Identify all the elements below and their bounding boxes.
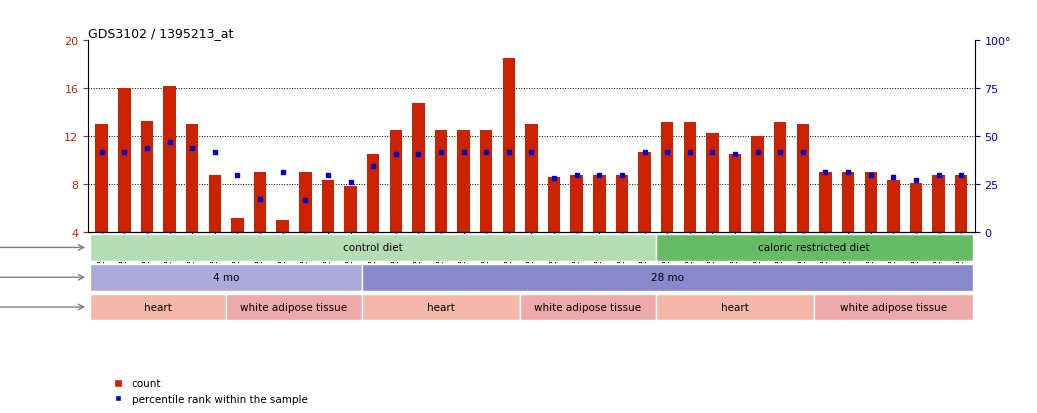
- Bar: [774, 123, 786, 233]
- Bar: [548, 178, 560, 233]
- Bar: [164, 87, 176, 233]
- Bar: [208, 176, 221, 233]
- Bar: [226, 294, 362, 320]
- Bar: [141, 121, 153, 233]
- Bar: [367, 155, 380, 233]
- Bar: [90, 294, 226, 320]
- Bar: [729, 155, 741, 233]
- Bar: [344, 186, 357, 233]
- Bar: [457, 131, 470, 233]
- Text: 4 mo: 4 mo: [213, 273, 240, 282]
- Text: control diet: control diet: [343, 243, 403, 253]
- Bar: [526, 125, 537, 233]
- Bar: [683, 123, 696, 233]
- Bar: [932, 176, 945, 233]
- Bar: [814, 294, 973, 320]
- Bar: [521, 294, 655, 320]
- Bar: [909, 184, 922, 233]
- Text: heart: heart: [721, 302, 749, 312]
- Bar: [254, 173, 267, 233]
- Legend: count, percentile rank within the sample: count, percentile rank within the sample: [104, 374, 312, 408]
- Bar: [299, 173, 311, 233]
- Bar: [752, 137, 764, 233]
- Bar: [655, 294, 814, 320]
- Bar: [412, 104, 424, 233]
- Bar: [842, 173, 854, 233]
- Text: 28 mo: 28 mo: [650, 273, 683, 282]
- Bar: [639, 153, 651, 233]
- Bar: [362, 264, 973, 291]
- Bar: [480, 131, 493, 233]
- Bar: [616, 176, 628, 233]
- Bar: [655, 235, 973, 261]
- Bar: [390, 131, 402, 233]
- Bar: [887, 180, 899, 233]
- Bar: [90, 235, 655, 261]
- Text: white adipose tissue: white adipose tissue: [241, 302, 347, 312]
- Bar: [90, 264, 362, 291]
- Bar: [955, 176, 968, 233]
- Bar: [362, 294, 521, 320]
- Text: caloric restricted diet: caloric restricted diet: [758, 243, 870, 253]
- Text: heart: heart: [427, 302, 455, 312]
- Bar: [593, 176, 606, 233]
- Bar: [277, 221, 289, 233]
- Bar: [570, 176, 583, 233]
- Bar: [865, 173, 877, 233]
- Bar: [435, 131, 447, 233]
- Bar: [186, 125, 198, 233]
- Bar: [95, 125, 108, 233]
- Bar: [321, 180, 334, 233]
- Bar: [706, 133, 719, 233]
- Bar: [503, 59, 515, 233]
- Bar: [118, 89, 131, 233]
- Bar: [661, 123, 673, 233]
- Text: GDS3102 / 1395213_at: GDS3102 / 1395213_at: [88, 27, 233, 40]
- Text: heart: heart: [144, 302, 172, 312]
- Text: white adipose tissue: white adipose tissue: [534, 302, 642, 312]
- Bar: [796, 125, 809, 233]
- Bar: [819, 173, 832, 233]
- Bar: [231, 218, 244, 233]
- Text: white adipose tissue: white adipose tissue: [840, 302, 947, 312]
